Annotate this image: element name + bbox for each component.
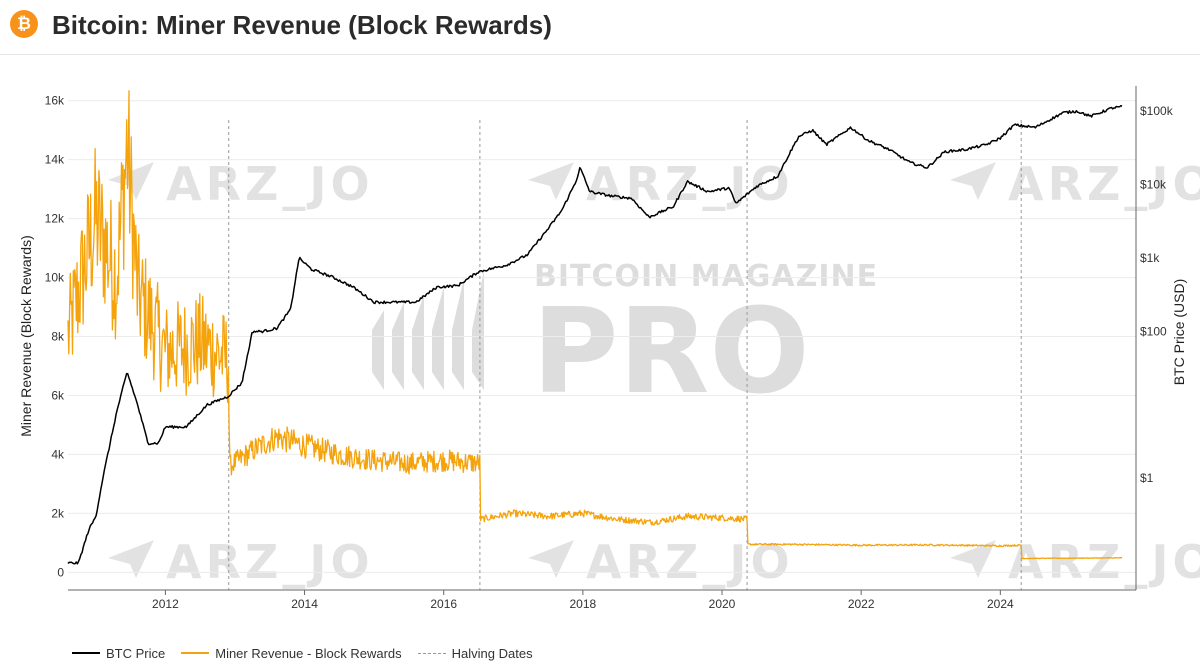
series-btc-price xyxy=(67,104,1123,565)
telegram-icon xyxy=(950,162,996,200)
legend-item-miner-revenue[interactable]: Miner Revenue - Block Rewards xyxy=(181,645,402,661)
watermark-layer: ARZ_JO ARZ_JO ARZ_JO ARZ_JO ARZ_JO ARZ_JO BITC… xyxy=(108,157,1200,589)
y-left-tick-label: 2k xyxy=(51,506,65,520)
page-title: Bitcoin: Miner Revenue (Block Rewards) xyxy=(52,10,552,40)
watermark-handle-1: ARZ_JO xyxy=(528,157,794,211)
watermark-handle-0: ARZ_JO xyxy=(108,157,374,211)
telegram-icon xyxy=(528,162,574,200)
watermark-brand-bar xyxy=(452,278,464,390)
watermark-brand-line1: BITCOIN MAGAZINE xyxy=(534,259,878,294)
x-tick-label: 2012 xyxy=(152,597,179,611)
legend-item-btc-price[interactable]: BTC Price xyxy=(72,646,165,661)
legend-item-halving-dates[interactable]: Halving Dates xyxy=(417,645,533,661)
axis-layer: 0 2k 4k 6k 8k 10k 12k 14k 16k 2012 2014 2016 2018 202… xyxy=(18,86,1187,611)
y-left-tick-label: 16k xyxy=(45,94,65,108)
series-miner-revenue xyxy=(67,90,1123,560)
watermark-brand-line2: PRO xyxy=(532,282,810,420)
y-right-axis-title: BTC Price (USD) xyxy=(1171,279,1187,386)
y-right-tick-label: $100 xyxy=(1140,324,1167,338)
x-tick-label: 2014 xyxy=(291,597,318,611)
y-left-tick-label: 6k xyxy=(51,388,65,402)
watermark-brand-bar xyxy=(392,302,404,390)
y-left-tick-label: 0 xyxy=(57,565,64,579)
watermark-handle-4: ARZ_JO xyxy=(528,535,794,589)
y-right-tick-label: $1k xyxy=(1140,251,1160,265)
chart-legend: BTC Price Miner Revenue - Block Rewards … xyxy=(72,644,539,662)
legend-label-miner-revenue: Miner Revenue - Block Rewards xyxy=(215,645,402,661)
watermark-handle-2: ARZ_JO xyxy=(950,157,1200,211)
legend-label-btc-price: BTC Price xyxy=(106,645,166,661)
watermark-brand-bar xyxy=(372,310,384,390)
watermark-handle-text: ARZ_JO xyxy=(166,157,374,211)
telegram-icon xyxy=(528,540,574,578)
x-tick-label: 2018 xyxy=(570,597,597,611)
x-tick-label: 2020 xyxy=(709,597,736,611)
x-tick-label: 2024 xyxy=(987,597,1014,611)
watermark-handle-text: ARZ_JO xyxy=(1008,535,1200,589)
y-right-tick-label: $100k xyxy=(1140,104,1174,118)
legend-swatch-halving-dates xyxy=(417,652,446,654)
y-left-tick-label: 14k xyxy=(45,153,65,167)
watermark-handle-text: ARZ_JO xyxy=(586,535,794,589)
watermark-handle-5: ARZ_JO xyxy=(950,535,1200,589)
y-left-tick-label: 4k xyxy=(51,447,65,461)
y-left-tick-label: 12k xyxy=(45,212,65,226)
watermark-handle-text: ARZ_JO xyxy=(1008,157,1200,211)
y-right-tick-label: $1 xyxy=(1140,471,1154,485)
watermark-handle-text: ARZ_JO xyxy=(166,535,374,589)
y-left-tick-label: 10k xyxy=(45,271,65,285)
halving-lines xyxy=(228,120,1022,590)
watermark-handle-3: ARZ_JO xyxy=(108,535,374,589)
x-tick-label: 2016 xyxy=(430,597,457,611)
y-left-tick-label: 8k xyxy=(51,330,65,344)
bitcoin-logo-icon: ₿ xyxy=(10,10,38,38)
legend-swatch-btc-price xyxy=(72,652,100,654)
watermark-brand-bar xyxy=(432,286,444,390)
grid-layer xyxy=(68,100,1136,573)
legend-label-halving-dates: Halving Dates xyxy=(451,645,533,661)
page-header: ₿ Bitcoin: Miner Revenue (Block Rewards) xyxy=(0,0,1200,55)
series-layer xyxy=(67,90,1123,565)
watermark-handle-text: ARZ_JO xyxy=(586,157,794,211)
y-right-tick-label: $10k xyxy=(1140,178,1167,192)
x-tick-label: 2022 xyxy=(848,597,875,611)
y-left-axis-title: Miner Revenue (Block Rewards) xyxy=(18,235,34,437)
legend-swatch-miner-revenue xyxy=(181,652,210,654)
watermark-brand-bar xyxy=(472,270,484,390)
telegram-icon xyxy=(108,540,154,578)
telegram-icon xyxy=(950,540,996,578)
watermark-brand-bar xyxy=(412,294,424,390)
